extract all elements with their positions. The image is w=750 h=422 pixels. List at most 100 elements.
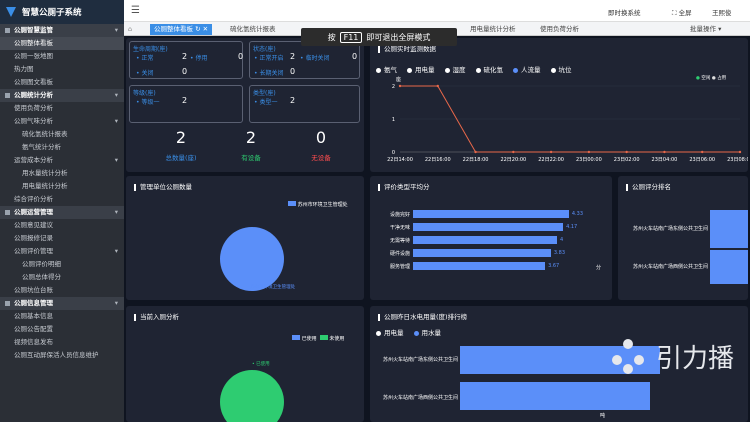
unit-pie-slice <box>220 227 284 291</box>
sidebar-item-11[interactable]: 用水量统计分析 <box>22 169 68 177</box>
sidebar-item-12[interactable]: 用电量统计分析 <box>22 182 68 190</box>
legend-item-4: 人流量 <box>513 64 541 74</box>
rank-row-1: 苏州火车站南广场东侧公共卫生间 <box>632 226 708 232</box>
sidebar-item-7[interactable]: 公厕气味分析 ▾ <box>0 115 124 128</box>
sidebar-item-20[interactable]: 公厕坑位台账 <box>14 286 53 294</box>
data-point <box>738 150 742 154</box>
app-logo-icon <box>6 7 16 17</box>
eval-value: 3.67 <box>548 263 560 269</box>
lifecycle-closed-label: • 关闭 <box>136 70 154 77</box>
batch-actions[interactable]: 批量操作 ▾ <box>690 25 722 33</box>
legend-item-2: 湿度 <box>445 64 466 74</box>
sidebar-item-2[interactable]: 公厕一张地图 <box>14 52 53 60</box>
sidebar-item-14[interactable]: 公厕运营管理 ▾ <box>0 206 124 219</box>
usage-legend[interactable]: 用电量 用水量 <box>376 327 441 337</box>
sidebar-item-13[interactable]: 综合评价分析 <box>14 195 53 203</box>
lifecycle-disabled-label: • 停用 <box>190 55 208 62</box>
no-device-label: 无设备 <box>311 154 331 162</box>
state-open-value: 2 <box>290 52 296 61</box>
chevron-down-icon: ▾ <box>114 26 118 34</box>
realtime-legend[interactable]: 氨气 用电量 湿度 硫化氢 人流量 坑位 <box>376 64 572 74</box>
sidebar-item-8[interactable]: 硫化氢统计报表 <box>22 130 68 138</box>
y-tick-label: 2 <box>392 84 395 90</box>
status-panel: 生命周期(座) • 正常 2 • 停用 0 • 关闭 0 状态(座) • 正常开… <box>126 38 364 172</box>
grade-title: 等级(座) <box>133 90 156 97</box>
sidebar-item-3[interactable]: 热力图 <box>14 65 34 73</box>
data-point <box>663 150 666 154</box>
unit-title: 管理单位公厕数量 <box>134 181 192 191</box>
lifecycle-normal-label: • 正常 <box>136 55 154 62</box>
eval-label: 硬件设施 <box>389 251 410 257</box>
rank-bar-2 <box>710 250 748 284</box>
realtime-ylabel: 座 <box>396 77 402 83</box>
sidebar-item-9[interactable]: 氨气统计分析 <box>22 143 61 151</box>
menu-toggle-icon[interactable]: ☰ <box>131 5 140 16</box>
sidebar-item-0[interactable]: 公厕智慧监管 ▾ <box>0 24 124 37</box>
fullscreen-button[interactable]: ⛶ 全屏 <box>672 9 692 17</box>
state-open-label: • 正常开启 <box>254 55 284 62</box>
chevron-down-icon: ▾ <box>114 117 118 125</box>
tab-h2s-report[interactable]: 硫化氢统计报表 <box>230 25 276 33</box>
series-line <box>400 85 740 153</box>
user-menu[interactable]: 王熙俊 <box>712 9 732 17</box>
sidebar-item-19[interactable]: 公厕总体得分 <box>22 273 61 281</box>
home-icon[interactable]: ⌂ <box>128 25 133 33</box>
sidebar-item-10[interactable]: 运营成本分析 ▾ <box>0 154 124 167</box>
sidebar-item-25[interactable]: 公厕互动屏保活人员信息维护 <box>14 351 99 359</box>
eval-unit: 分 <box>596 265 602 271</box>
chevron-down-icon: ▾ <box>114 247 118 255</box>
no-device-count: 0 <box>315 128 327 147</box>
tab-power-analysis[interactable]: 用电量统计分析 <box>470 25 516 33</box>
lifecycle-closed-value: 0 <box>182 67 188 76</box>
eval-bar <box>413 223 564 231</box>
chevron-down-icon: ▾ <box>114 208 118 216</box>
eval-value: 4.17 <box>566 224 578 230</box>
grade-box: 等级(座) • 等级一 2 <box>129 85 243 123</box>
sidebar-item-21[interactable]: 公厕信息管理 ▾ <box>0 297 124 310</box>
sidebar-item-24[interactable]: 视频信息发布 <box>14 338 53 346</box>
usage-legend-power: 用电量 <box>376 327 404 337</box>
sidebar-item-18[interactable]: 公厕评价明细 <box>22 260 61 268</box>
sidebar-item-22[interactable]: 公厕基本信息 <box>14 312 53 320</box>
sidebar-item-1[interactable]: 公厕整体看板 <box>0 37 124 50</box>
system-switch[interactable]: 即时换系统 <box>608 9 641 17</box>
top-bar: ☰ 即时换系统 ⛶ 全屏 王熙俊 <box>124 0 750 22</box>
entry-pie <box>220 370 284 422</box>
eval-value: 4.33 <box>571 211 584 217</box>
eval-value: 4 <box>560 237 564 243</box>
x-tick-label: 23日00:00 <box>576 157 602 163</box>
watermark-text: 引力播 <box>655 343 734 374</box>
fullscreen-tip: 按 F11 即可退出全屏模式 <box>301 28 457 46</box>
unit-legend[interactable]: 苏州市环境卫生管理处 <box>288 201 348 208</box>
sidebar-item-4[interactable]: 公厕图文看板 <box>14 78 53 86</box>
entry-legend[interactable]: 已使用 未使用 <box>292 335 344 342</box>
type-title: 类型(座) <box>253 90 276 97</box>
app-brand: 智慧公厕子系统 <box>0 0 124 24</box>
eval-label: 无需等待 <box>389 238 410 244</box>
state-long-value: 0 <box>290 67 296 76</box>
entry-slice-label: • 已使用 <box>252 362 270 367</box>
data-point <box>587 150 591 154</box>
grade-1-value: 2 <box>182 96 188 105</box>
tab-overview[interactable]: 公厕整体看板 ↻ ✕ <box>150 24 213 35</box>
eval-label: 服务管理 <box>389 264 410 270</box>
sidebar-item-17[interactable]: 公厕评价管理 ▾ <box>0 245 124 258</box>
eval-bar <box>413 262 546 270</box>
sidebar-item-16[interactable]: 公厕报修记录 <box>14 234 53 242</box>
sidebar-item-23[interactable]: 公厕公告配置 <box>14 325 53 333</box>
sidebar-item-15[interactable]: 公厕意见建议 <box>14 221 53 229</box>
sidebar-item-6[interactable]: 使用负荷分析 <box>14 104 53 112</box>
lifecycle-box: 生命周期(座) • 正常 2 • 停用 0 • 关闭 0 <box>129 41 243 79</box>
x-tick-label: 22日22:00 <box>538 157 564 163</box>
tab-load-analysis[interactable]: 使用负荷分析 <box>540 25 579 33</box>
legend-item-5: 坑位 <box>551 64 572 74</box>
eval-label: 干净无味 <box>389 225 410 231</box>
data-point <box>625 150 628 154</box>
rank-title: 公厕评分排名 <box>626 181 671 191</box>
eval-bar <box>413 249 551 257</box>
entry-title: 当前入厕分析 <box>134 311 179 321</box>
sidebar-item-5[interactable]: 公厕统计分析 ▾ <box>0 89 124 102</box>
x-tick-label: 23日02:00 <box>614 157 640 163</box>
rank-bar-1 <box>710 210 748 248</box>
x-tick-label: 22日20:00 <box>500 157 526 163</box>
